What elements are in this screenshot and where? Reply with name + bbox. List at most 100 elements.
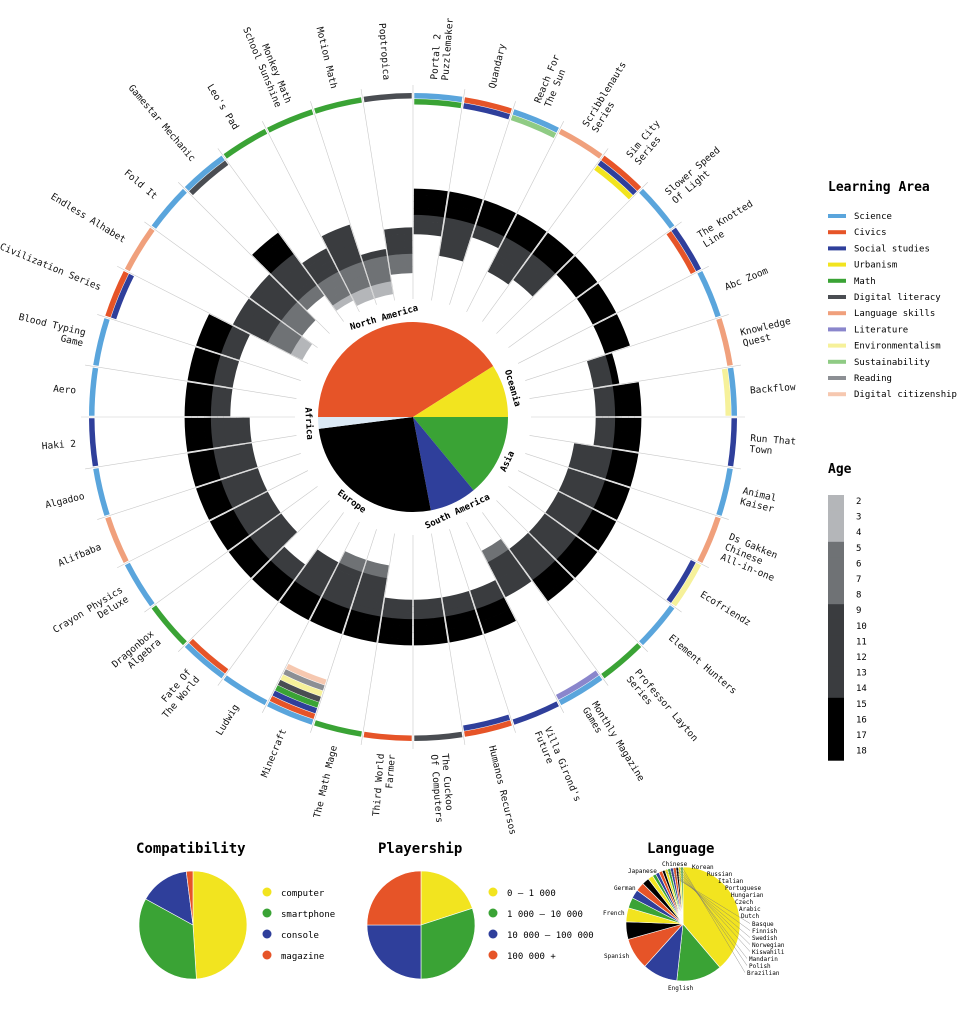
age-segment: [324, 230, 354, 249]
game-label: Sim CitySeries: [625, 118, 672, 167]
age-segment: [445, 609, 477, 624]
game-label: Aero: [53, 384, 77, 397]
language-label: English: [668, 985, 694, 992]
spoke-line: [525, 314, 729, 381]
age-segment: [593, 357, 607, 387]
legend-label: Digital citizenship: [854, 390, 957, 400]
age-segment: [225, 446, 240, 475]
game-label-line: Alifbaba: [57, 542, 103, 570]
age-segment: [472, 230, 502, 249]
age-segment: [619, 417, 629, 450]
learning-area-band: [105, 271, 129, 318]
age-segment: [296, 340, 313, 361]
game-label: Crayon PhysicsDeluxe: [51, 585, 131, 646]
learning-area-band: [597, 160, 637, 196]
age-segment: [278, 328, 297, 352]
age-segment: [511, 219, 543, 243]
age-segment: [610, 486, 630, 520]
age-segment: [599, 448, 613, 479]
spoke-line: [144, 486, 318, 613]
age-segment: [413, 214, 444, 224]
learning-area-band: [223, 675, 268, 706]
learning-area-band: [275, 685, 319, 708]
age-segment: [384, 227, 413, 237]
learning-area-band: [697, 516, 721, 563]
learning-area-band: [716, 318, 733, 366]
learning-area-band: [414, 731, 463, 741]
age-segment: [561, 540, 587, 569]
age-segment: [315, 603, 348, 622]
age-segment: [443, 597, 473, 611]
game-label-line: Portal 2: [429, 34, 444, 80]
age-segment: [610, 314, 630, 348]
legend-label: Language skills: [854, 309, 935, 319]
age-segment: [517, 269, 542, 292]
game-label-line: Humanos Recursos: [486, 744, 518, 836]
game-label-line: Gamestar Mechanic: [126, 83, 198, 164]
age-segment: [365, 261, 389, 274]
age-segment: [413, 629, 447, 639]
language-label: French: [603, 910, 625, 917]
age-segment: [321, 277, 345, 296]
age-segment: [343, 627, 378, 643]
age-segment: [487, 549, 513, 569]
pie-legend-label: smartphone: [281, 910, 335, 920]
age-segment: [284, 269, 309, 292]
age-segment: [586, 446, 601, 475]
compatibility-pie: Compatibility computer smartphone console ma…: [136, 841, 335, 980]
game-label: KnowledgeQuest: [739, 316, 794, 349]
learning-area-band: [594, 165, 633, 200]
age-segment: [291, 310, 311, 332]
pie-slice: [366, 870, 422, 926]
age-label: 14: [856, 684, 867, 694]
age-segment: [270, 253, 298, 279]
age-label: 3: [856, 513, 861, 523]
age-swatch: [828, 604, 844, 621]
age-segment: [499, 570, 528, 592]
age-label: 8: [856, 591, 861, 601]
spoke-line: [178, 182, 330, 334]
pie-legend-label: 1 000 – 10 000: [507, 910, 583, 920]
age-segment: [359, 578, 386, 592]
age-segment: [482, 614, 516, 634]
learning-area-band: [283, 669, 325, 691]
game-label-line: Professor Layton: [632, 667, 700, 744]
age-segment: [413, 603, 443, 614]
age-segment: [232, 445, 246, 473]
language-label: Norwegian: [752, 942, 785, 949]
learning-area-band: [666, 559, 696, 603]
spoke-line: [508, 221, 682, 348]
age-segment: [574, 444, 588, 471]
age-segment: [200, 450, 215, 483]
age-segment: [413, 220, 443, 231]
learning-area-band: [697, 271, 721, 318]
age-segment: [482, 200, 516, 220]
age-segment: [499, 242, 528, 264]
age-segment: [223, 388, 233, 417]
age-segment: [606, 417, 616, 448]
age-segment: [447, 197, 481, 213]
age-segment: [599, 319, 618, 352]
age-label: 10: [856, 622, 867, 632]
age-segment: [261, 317, 281, 343]
game-label-line: Backflow: [750, 382, 797, 397]
age-segment: [413, 201, 446, 211]
age-swatch: [828, 495, 844, 512]
age-segment: [332, 294, 354, 311]
age-segment: [576, 509, 599, 540]
age-segment: [363, 566, 388, 579]
playership-pie: Playership 0 – 1 000 1 000 – 10 000 10 000 …: [366, 841, 594, 980]
age-segment: [210, 386, 220, 417]
spoke-line: [262, 121, 360, 312]
learning-area-band: [363, 731, 412, 741]
age-segment: [413, 195, 447, 205]
game-label: Poptropica: [376, 23, 391, 81]
age-segment: [587, 478, 606, 509]
language-label: Hungarian: [731, 892, 764, 899]
game-label: Civilization Series: [0, 241, 103, 293]
age-segment: [384, 597, 413, 607]
legend-swatch: [828, 230, 846, 235]
learning-area-band: [639, 188, 675, 229]
learning-area-band: [314, 720, 362, 737]
age-segment: [347, 615, 380, 630]
